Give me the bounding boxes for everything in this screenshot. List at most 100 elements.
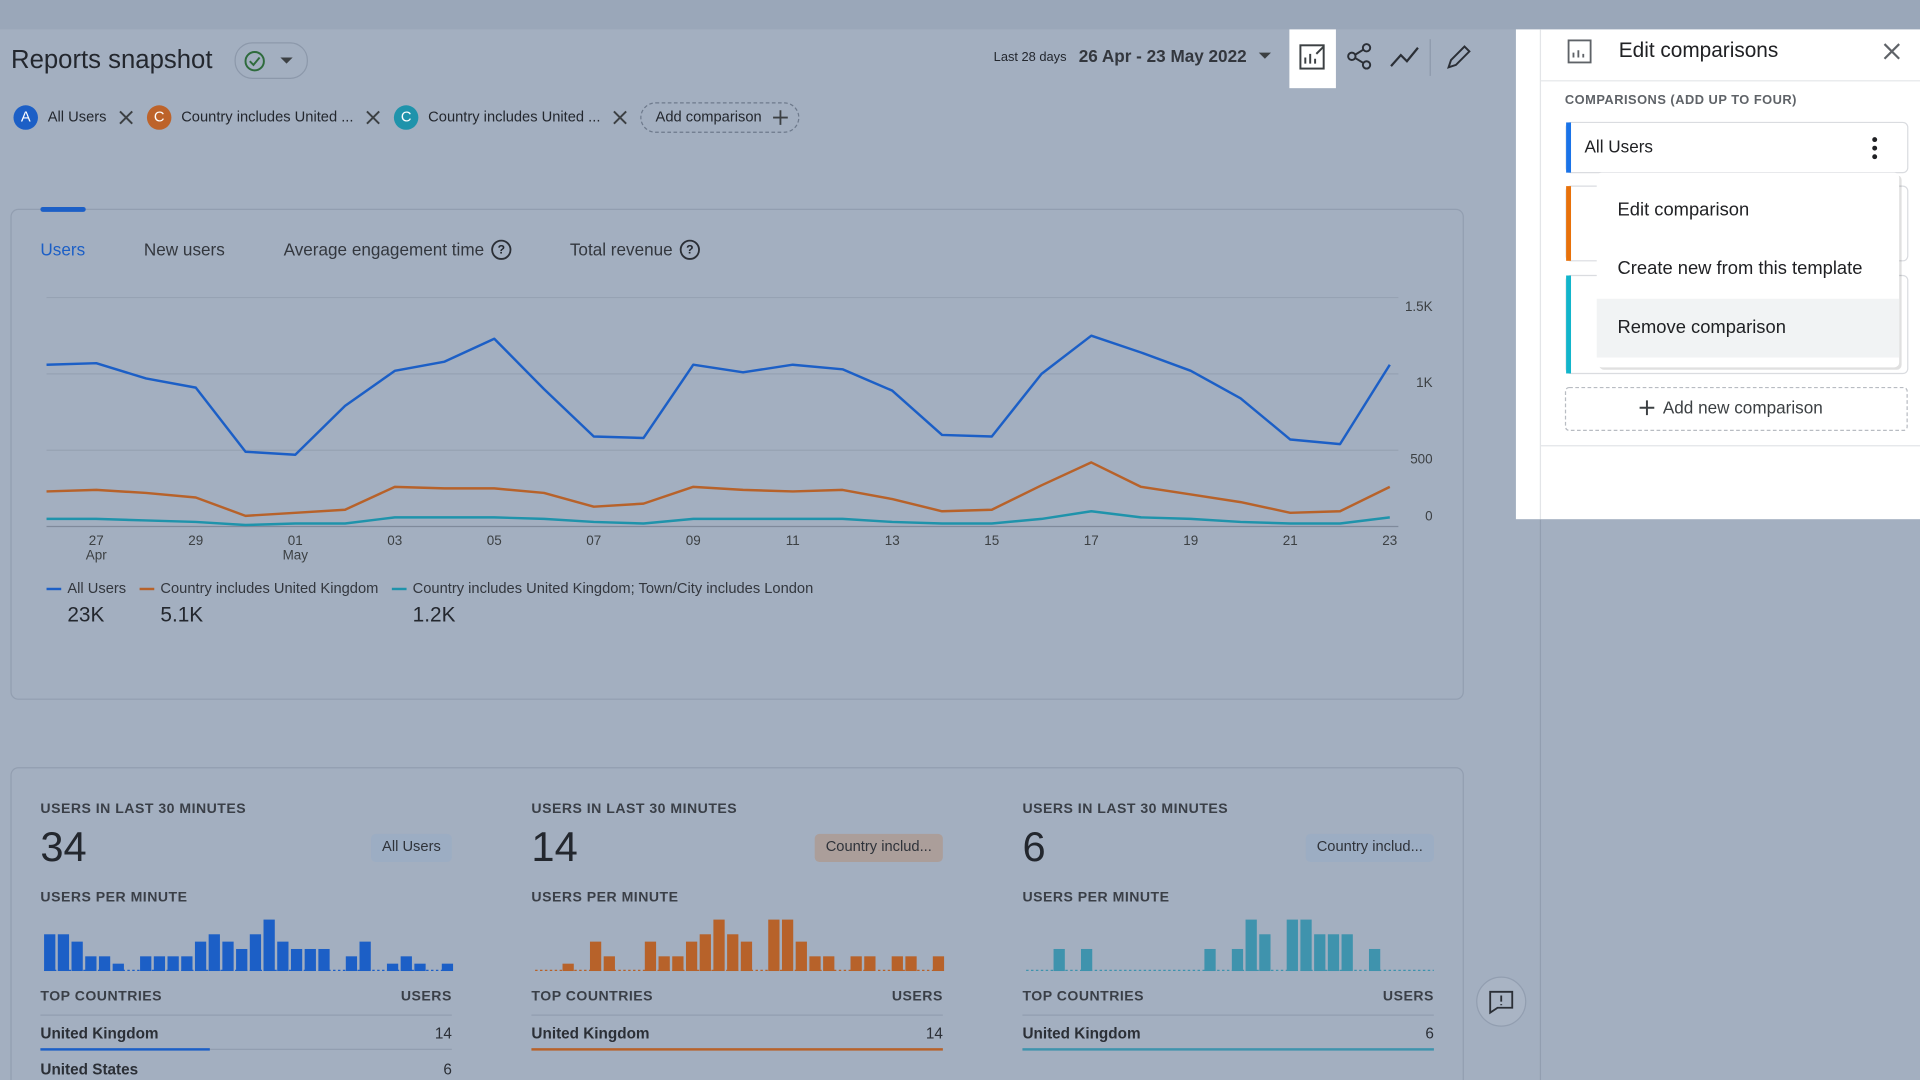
legend-label[interactable]: Country includes United Kingdom; Town/Ci… <box>413 581 814 597</box>
x-tick-label: 17 <box>1084 533 1099 548</box>
x-tick-month: Apr <box>86 547 107 562</box>
card-heading: USERS IN LAST 30 MINUTES <box>40 800 246 816</box>
per-minute-bar <box>181 956 193 972</box>
country-name: United States <box>40 1061 138 1078</box>
users-heading: USERS <box>892 987 943 1003</box>
close-button[interactable] <box>1883 43 1900 60</box>
date-arrow <box>1258 52 1272 59</box>
menu-items: Edit comparison Create new from this temp… <box>1618 198 1863 337</box>
per-minute-heading: USERS PER MINUTE <box>40 888 187 904</box>
page-title: Reports snapshot <box>11 46 212 74</box>
per-minute-bar <box>208 934 220 972</box>
series-line <box>46 510 1390 527</box>
per-minute-bar <box>1259 934 1271 972</box>
tab[interactable]: Users <box>40 240 85 260</box>
country-users: 14 <box>926 1026 944 1043</box>
share-icon[interactable] <box>1347 43 1372 70</box>
country-name: United Kingdom <box>1022 1026 1140 1043</box>
item-color <box>1566 122 1572 173</box>
chip-letter: C <box>154 109 165 125</box>
per-minute-bar <box>672 956 684 972</box>
menu-hover <box>1596 298 1900 358</box>
countries-heading: TOP COUNTRIES <box>40 987 162 1003</box>
per-minute-bar <box>1286 919 1298 972</box>
per-minute-bar <box>400 956 412 972</box>
per-minute-bar <box>562 963 574 972</box>
y-tick-label: 500 <box>1410 452 1432 467</box>
per-minute-bar <box>386 963 399 972</box>
panel-subtitle: COMPARISONS (ADD UP TO FOUR) <box>1565 92 1797 107</box>
per-minute-bar <box>1231 948 1244 972</box>
per-minute-bar <box>823 956 835 972</box>
item-color <box>1566 275 1572 374</box>
x-tick-label: 13 <box>885 533 900 548</box>
add-new-button[interactable] <box>1564 386 1908 432</box>
chip-remove[interactable] <box>366 110 380 125</box>
add-new-label: Add new comparison <box>1663 398 1823 418</box>
legend-label[interactable]: Country includes United Kingdom <box>160 581 378 597</box>
per-minute-heading: USERS PER MINUTE <box>1022 888 1169 904</box>
chip-letter: A <box>21 109 31 125</box>
more-button[interactable] <box>1872 137 1878 160</box>
per-minute-bar <box>85 956 97 972</box>
realtime-value: 14 <box>531 823 577 870</box>
plus-icon <box>1639 400 1655 416</box>
customize-button[interactable] <box>1289 29 1336 89</box>
per-minute-bar <box>1080 948 1093 972</box>
chip-label[interactable]: Country includes United ... <box>428 109 600 125</box>
date-label: Last 28 days <box>994 49 1067 64</box>
top-strip <box>0 0 1920 30</box>
country-name: United Kingdom <box>531 1026 649 1043</box>
menu-item[interactable]: Edit comparison <box>1618 198 1750 219</box>
add-comparison-button[interactable] <box>640 102 800 133</box>
x-tick-label: 21 <box>1283 533 1298 548</box>
per-minute-bar <box>304 948 316 972</box>
tab[interactable]: New users <box>144 240 225 260</box>
per-minute-bar <box>98 956 111 972</box>
per-minute-heading: USERS PER MINUTE <box>531 888 678 904</box>
per-minute-bar <box>1341 934 1353 972</box>
per-minute-bar <box>850 956 862 972</box>
per-minute-bar <box>140 956 152 972</box>
feedback-icon <box>1489 990 1514 1015</box>
x-tick-label: 11 <box>786 533 800 548</box>
card-heading: USERS IN LAST 30 MINUTES <box>531 800 737 816</box>
per-minute-bar <box>1245 919 1257 972</box>
per-minute-bar <box>222 941 234 972</box>
per-minute-bar <box>167 956 179 972</box>
y-tick-label: 0 <box>1425 508 1432 523</box>
country-users: 6 <box>443 1061 452 1078</box>
edit-icon[interactable] <box>1447 45 1471 69</box>
x-tick-label: 07 <box>586 533 601 548</box>
menu-item[interactable]: Create new from this template <box>1618 257 1863 278</box>
tab[interactable]: Average engagement time <box>284 240 485 260</box>
series-line <box>46 334 1391 457</box>
per-minute-bar <box>1314 934 1326 972</box>
panel-icon <box>1567 39 1592 64</box>
per-minute-bar <box>713 919 725 972</box>
tab[interactable]: Total revenue <box>570 240 673 260</box>
chip-remove[interactable] <box>613 110 627 125</box>
legend-label[interactable]: All Users <box>67 581 126 597</box>
per-minute-bar <box>290 948 303 972</box>
per-minute-bar <box>589 941 602 972</box>
y-tick-label: 1.5K <box>1405 299 1433 314</box>
x-tick-label: 05 <box>487 533 502 548</box>
chip-remove[interactable] <box>119 110 133 125</box>
chip-label[interactable]: Country includes United ... <box>181 109 353 125</box>
menu-item[interactable]: Remove comparison <box>1618 316 1786 337</box>
country-users: 6 <box>1425 1026 1434 1043</box>
per-minute-bar <box>318 948 330 972</box>
segment-chip-label: Country includ... <box>826 839 932 855</box>
add-comparison-label: Add comparison <box>656 109 762 125</box>
date-range[interactable]: 26 Apr - 23 May 2022 <box>1079 46 1247 66</box>
dropdown-arrow <box>280 57 293 64</box>
per-minute-bar <box>112 963 124 972</box>
insights-icon[interactable] <box>1390 47 1419 67</box>
status-chip[interactable] <box>234 42 308 79</box>
per-minute-bar <box>1368 948 1381 972</box>
x-tick-label: 01 <box>288 533 303 548</box>
chip-label[interactable]: All Users <box>48 109 107 125</box>
